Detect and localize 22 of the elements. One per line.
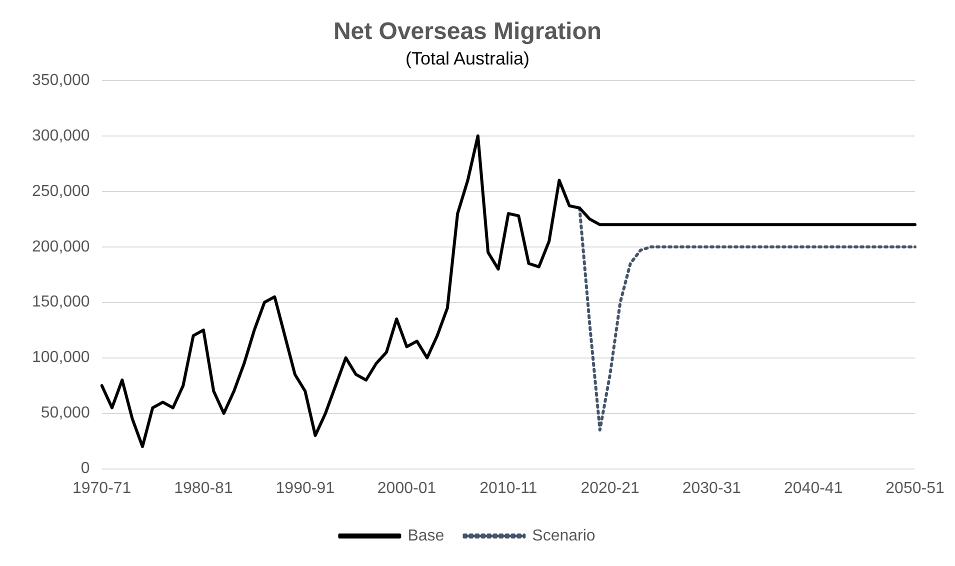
x-tick-label: 2000-01 [377,480,436,497]
y-tick-label: 0 [80,460,90,478]
chart-subtitle: (Total Australia) [405,48,530,69]
y-tick-label: 150,000 [32,294,90,311]
x-tick-label: 2040-41 [784,480,843,497]
y-tick-label: 200,000 [32,238,90,256]
y-tick-label: 250,000 [32,182,90,200]
line-series [578,206,916,432]
x-tick-label: 1980-81 [174,480,233,497]
x-tick-label: 2020-21 [580,480,640,497]
y-tick-label: 100,000 [32,349,90,366]
x-tick-label: 1970-71 [72,480,132,497]
chart-title: Net Overseas Migration [333,18,602,46]
x-tick-label: 2030-31 [682,480,742,497]
legend-label: Scenario [532,527,596,544]
x-tick-label: 1990-91 [276,480,335,497]
y-tick-label: 50,000 [40,404,90,422]
x-tick-label: 2050-51 [886,480,944,497]
y-tick-label: 350,000 [32,72,90,89]
x-tick-label: 2010-11 [480,480,538,497]
legend-label: Base [408,527,444,544]
y-tick-label: 300,000 [32,127,90,144]
